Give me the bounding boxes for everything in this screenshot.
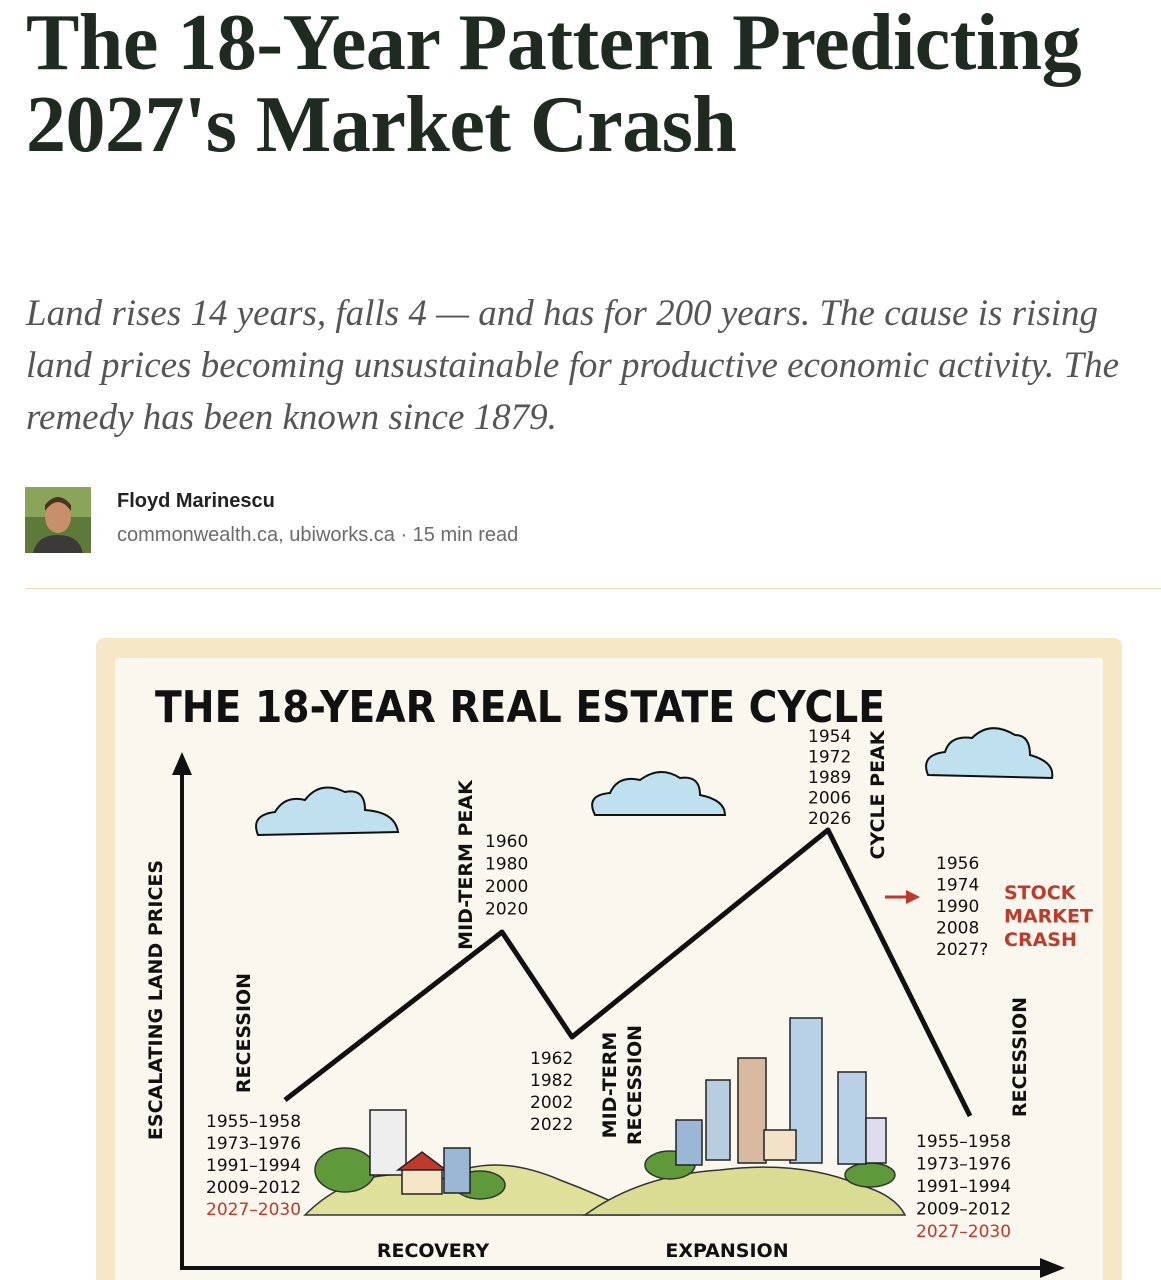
- year-label: 1990: [936, 897, 979, 917]
- year-label: 2009–2012: [206, 1178, 301, 1198]
- author-name[interactable]: Floyd Marinescu: [117, 490, 275, 512]
- year-label: 1955–1958: [206, 1112, 301, 1132]
- vertical-label: RECESSION: [624, 1025, 646, 1145]
- author-meta: commonwealth.ca, ubiworks.ca · 15 min re…: [117, 524, 519, 546]
- year-label: 1973–1976: [206, 1134, 301, 1154]
- year-label: 1955–1958: [916, 1132, 1011, 1152]
- article-subtitle: Land rises 14 years, falls 4 — and has f…: [26, 293, 1119, 438]
- year-label: 2002: [530, 1093, 573, 1113]
- crash-label: CRASH: [1004, 929, 1077, 951]
- y-axis-arrow: [172, 752, 192, 775]
- crash-label: STOCK: [1004, 882, 1077, 904]
- article-title: The 18-Year Pattern Predicting 2027's Ma…: [26, 0, 1082, 169]
- year-label: 2000: [485, 877, 528, 897]
- year-label: 2027?: [936, 940, 988, 960]
- phase-label: RECOVERY: [377, 1240, 489, 1262]
- crash-label: MARKET: [1004, 906, 1093, 928]
- illustration: THE 18-YEAR REAL ESTATE CYCLE 1955–19581…: [96, 638, 1122, 1280]
- year-label: 1956: [936, 854, 979, 874]
- year-label: 2026: [808, 809, 851, 829]
- buildings: [369, 1017, 887, 1195]
- year-label: 2022: [530, 1115, 573, 1135]
- year-label: 1954: [808, 727, 851, 747]
- phase-label: EXPANSION: [665, 1240, 788, 1262]
- vertical-label: RECESSION: [1009, 997, 1031, 1117]
- year-label: 1989: [808, 768, 851, 788]
- divider: [26, 588, 1161, 589]
- year-label: 2008: [936, 919, 979, 939]
- year-label: 2009–2012: [916, 1200, 1011, 1220]
- year-label: 1974: [936, 876, 979, 896]
- year-label: 2006: [808, 789, 851, 809]
- vertical-label: RECESSION: [233, 973, 255, 1093]
- hills: [303, 1147, 907, 1216]
- year-label: 2027–2030: [916, 1222, 1011, 1242]
- year-label: 2020: [485, 900, 528, 920]
- vertical-label: MID-TERM PEAK: [455, 779, 477, 950]
- year-label: 1991–1994: [916, 1177, 1011, 1197]
- vertical-label: CYCLE PEAK: [867, 729, 889, 859]
- illustration-title: THE 18-YEAR REAL ESTATE CYCLE: [155, 682, 885, 733]
- vertical-label: ESCALATING LAND PRICES: [145, 860, 167, 1140]
- crash-arrow-head: [906, 890, 920, 904]
- clouds: [255, 727, 1054, 837]
- year-label: 1960: [485, 832, 528, 852]
- author-avatar[interactable]: [25, 487, 91, 553]
- year-label: 1982: [530, 1071, 573, 1091]
- price-line: [283, 827, 973, 1118]
- year-label: 1973–1976: [916, 1155, 1011, 1175]
- year-label: 1972: [808, 748, 851, 768]
- year-label: 2027–2030: [206, 1200, 301, 1220]
- year-label: 1962: [530, 1049, 573, 1069]
- x-axis-arrow: [1040, 1258, 1065, 1278]
- year-label: 1991–1994: [206, 1156, 301, 1176]
- year-label: 1980: [485, 855, 528, 875]
- vertical-label: MID-TERM: [599, 1032, 621, 1139]
